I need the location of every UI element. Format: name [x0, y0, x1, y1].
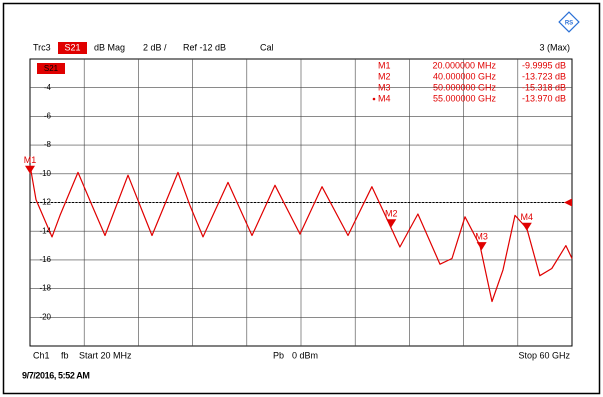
marker-table-name: M3 — [378, 82, 391, 92]
marker-table-stim: 55.000000 GHz — [433, 93, 497, 103]
marker-table-resp: -13.970 dB — [522, 93, 566, 103]
y-tick-label: -14 — [39, 226, 51, 235]
marker — [386, 219, 397, 228]
active-dot — [372, 97, 376, 101]
marker-table-resp: -15.318 dB — [522, 82, 566, 92]
y-tick-label: -20 — [39, 312, 51, 321]
svg-text:RS: RS — [565, 21, 573, 27]
marker-name: M3 — [475, 231, 488, 241]
marker-table-name: M1 — [378, 60, 391, 70]
marker-table-stim: 20.000000 MHz — [432, 60, 496, 70]
marker-name: M4 — [521, 212, 534, 222]
channel: Ch1 — [33, 350, 50, 360]
marker-table-stim: 40.000000 GHz — [433, 71, 497, 81]
trace-label: S21 — [44, 64, 59, 73]
param: S21 — [64, 42, 80, 52]
power: 0 dBm — [292, 350, 318, 360]
max: 3 (Max) — [539, 42, 570, 52]
logo: RS — [558, 11, 580, 33]
format: dB Mag — [94, 42, 125, 52]
marker-table-resp: -13.723 dB — [522, 71, 566, 81]
y-tick-label: -4 — [44, 83, 52, 92]
timestamp: 9/7/2016, 5:52 AM — [22, 370, 89, 380]
y-tick-label: -16 — [39, 255, 51, 264]
marker-name: M2 — [385, 209, 398, 219]
marker-table-resp: -9.9995 dB — [522, 60, 566, 70]
marker-table-name: M4 — [378, 93, 391, 103]
ref-arrow — [564, 198, 572, 207]
trace-name: Trc3 — [33, 42, 51, 52]
cal: Cal — [260, 42, 274, 52]
pb: Pb — [273, 350, 284, 360]
y-tick-label: -8 — [44, 140, 52, 149]
fb: fb — [61, 350, 69, 360]
param-box — [58, 42, 87, 54]
trace — [29, 165, 573, 303]
ref-label: Ref -12 dB — [183, 42, 226, 52]
marker-name: M1 — [24, 155, 37, 165]
scale: 2 dB / — [143, 42, 167, 52]
trace-label-box — [37, 63, 65, 74]
marker-table-name: M2 — [378, 71, 391, 81]
y-tick-label: -10 — [39, 169, 51, 178]
y-tick-label: -18 — [39, 284, 51, 293]
stop: Stop 60 GHz — [518, 350, 570, 360]
marker — [476, 242, 487, 251]
marker — [521, 222, 532, 231]
marker-table-stim: 50.000000 GHz — [433, 82, 497, 92]
marker — [25, 165, 35, 174]
y-tick-label: -6 — [44, 112, 52, 121]
start: Start 20 MHz — [79, 350, 132, 360]
